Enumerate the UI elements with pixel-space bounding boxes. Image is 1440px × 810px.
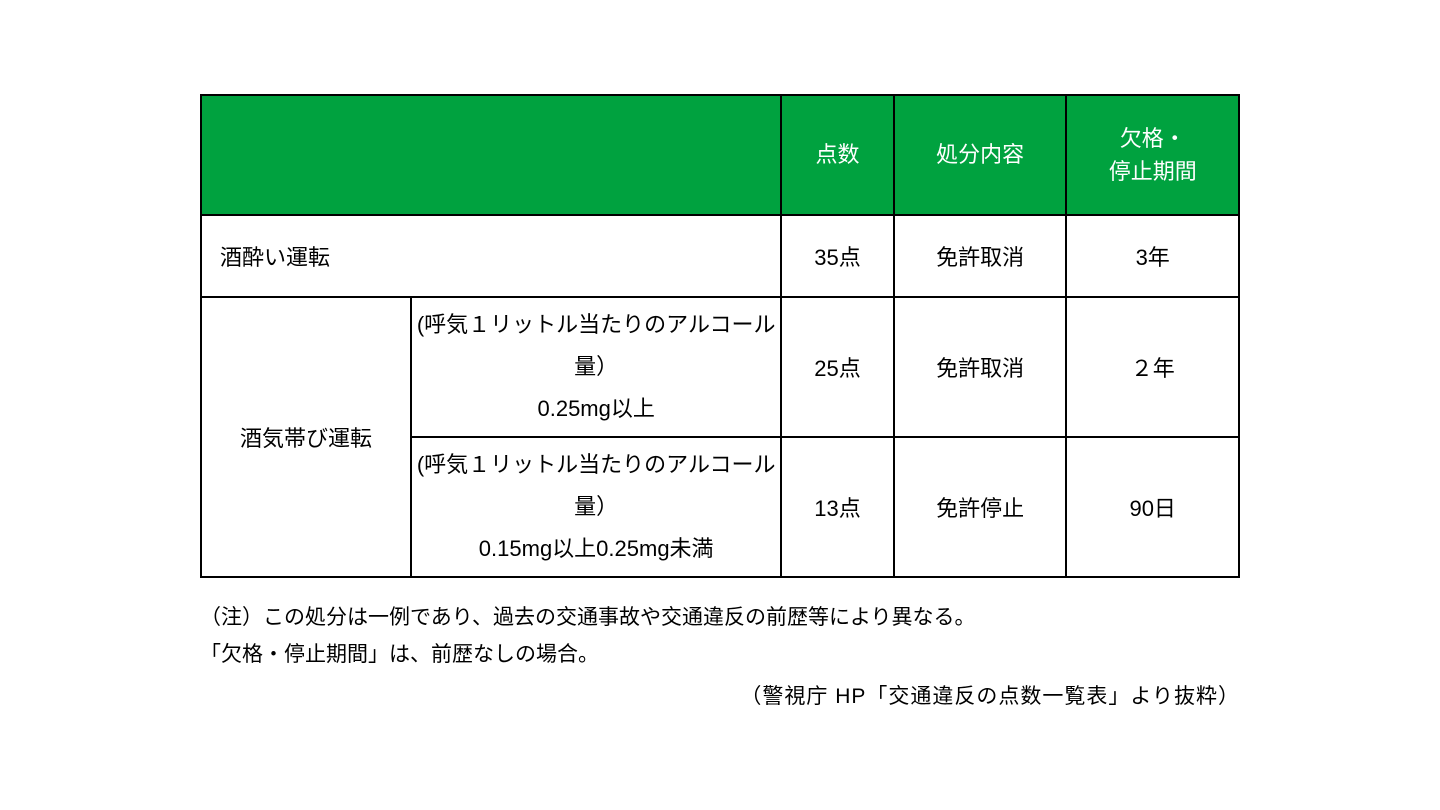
- cell-label-drunk: 酒酔い運転: [201, 215, 781, 297]
- cell-period: ２年: [1066, 297, 1239, 437]
- cell-disposition: 免許停止: [894, 437, 1067, 577]
- detail-line: (呼気１リットル当たりのアルコール量）: [412, 444, 780, 528]
- table-header-row: 点数 処分内容 欠格・ 停止期間: [201, 95, 1239, 215]
- footnotes: （注）この処分は一例であり、過去の交通事故や交通違反の前歴等により異なる。 「欠…: [200, 600, 1240, 716]
- cell-detail: (呼気１リットル当たりのアルコール量） 0.25mg以上: [411, 297, 781, 437]
- header-disposition: 処分内容: [894, 95, 1067, 215]
- table-row: 酒気帯び運転 (呼気１リットル当たりのアルコール量） 0.25mg以上 25点 …: [201, 297, 1239, 437]
- cell-detail: (呼気１リットル当たりのアルコール量） 0.15mg以上0.25mg未満: [411, 437, 781, 577]
- detail-line: 0.25mg以上: [537, 388, 654, 430]
- note-line-1: （注）この処分は一例であり、過去の交通事故や交通違反の前歴等により異なる。: [200, 600, 1240, 637]
- cell-period: 90日: [1066, 437, 1239, 577]
- cell-disposition: 免許取消: [894, 297, 1067, 437]
- cell-label-breath: 酒気帯び運転: [201, 297, 411, 577]
- note-line-2: 「欠格・停止期間」は、前歴なしの場合。: [200, 637, 1240, 674]
- detail-line: 0.15mg以上0.25mg未満: [479, 528, 714, 570]
- cell-points: 35点: [781, 215, 894, 297]
- detail-line: (呼気１リットル当たりのアルコール量）: [412, 304, 780, 388]
- source-citation: （警視庁 HP「交通違反の点数一覧表」より抜粋）: [200, 679, 1240, 716]
- table-row: 酒酔い運転 35点 免許取消 3年: [201, 215, 1239, 297]
- cell-period: 3年: [1066, 215, 1239, 297]
- penalty-table: 点数 処分内容 欠格・ 停止期間 酒酔い運転 35点 免許取消 3年 酒気帯び運…: [200, 94, 1240, 578]
- header-points: 点数: [781, 95, 894, 215]
- cell-points: 25点: [781, 297, 894, 437]
- cell-points: 13点: [781, 437, 894, 577]
- header-blank: [201, 95, 781, 215]
- penalty-table-container: 点数 処分内容 欠格・ 停止期間 酒酔い運転 35点 免許取消 3年 酒気帯び運…: [200, 94, 1240, 716]
- header-period: 欠格・ 停止期間: [1066, 95, 1239, 215]
- cell-disposition: 免許取消: [894, 215, 1067, 297]
